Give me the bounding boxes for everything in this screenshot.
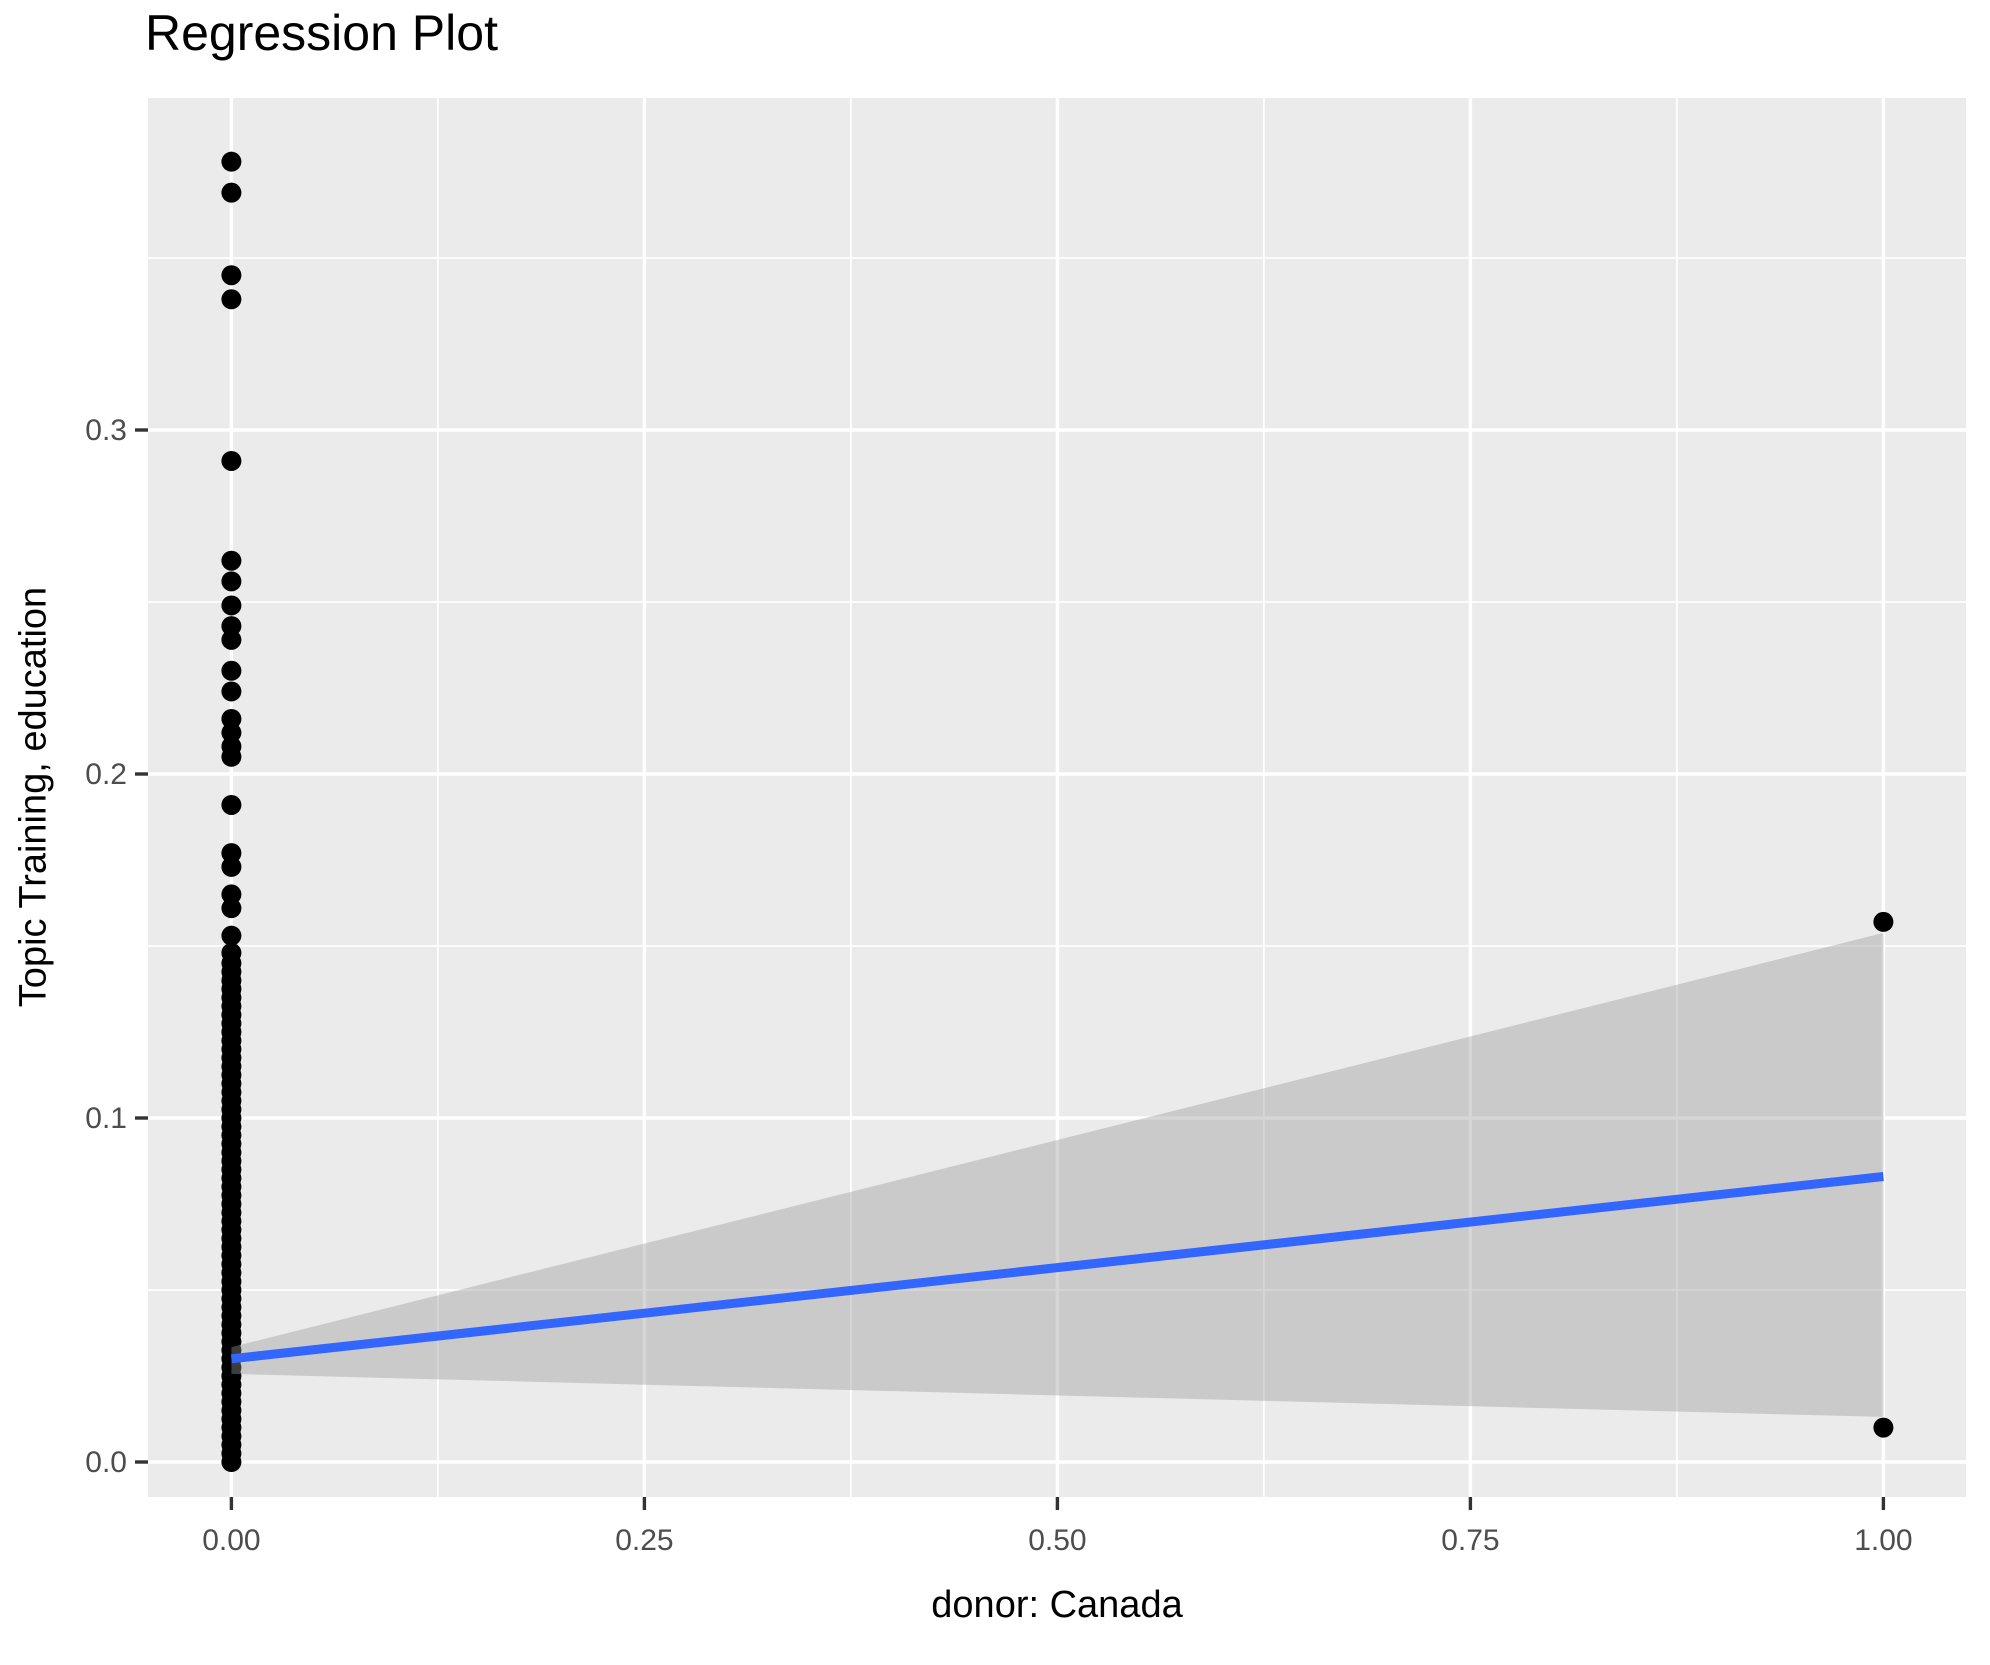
scatter-point bbox=[1873, 1417, 1894, 1438]
regression-line bbox=[230, 1172, 1884, 1364]
scatter-point bbox=[221, 925, 242, 946]
scatter-point bbox=[221, 289, 242, 310]
x-tick-label: 0.00 bbox=[202, 1524, 260, 1557]
scatter-point bbox=[221, 681, 242, 702]
scatter-point bbox=[221, 616, 242, 637]
x-axis-title: donor: Canada bbox=[931, 1584, 1183, 1626]
scatter-point bbox=[221, 856, 242, 877]
scatter-point bbox=[221, 660, 242, 681]
y-tick-label: 0.1 bbox=[85, 1102, 127, 1135]
y-tick-label: 0.2 bbox=[85, 758, 127, 791]
scatter-point bbox=[221, 629, 242, 650]
x-tick-label: 0.25 bbox=[615, 1524, 673, 1557]
scatter-point bbox=[221, 450, 242, 471]
y-tick-label: 0.3 bbox=[85, 414, 127, 447]
scatter-point bbox=[221, 595, 242, 616]
scatter-point bbox=[221, 884, 242, 905]
scatter-point bbox=[221, 151, 242, 172]
plot-title: Regression Plot bbox=[145, 5, 498, 61]
y-tick-label: 0.0 bbox=[85, 1446, 127, 1479]
y-axis-title: Topic Training, education bbox=[12, 586, 55, 1008]
scatter-point bbox=[221, 571, 242, 592]
scatter-point bbox=[221, 746, 242, 767]
scatter-point bbox=[1873, 911, 1894, 932]
scatter-point bbox=[221, 722, 242, 743]
scatter-point bbox=[221, 182, 242, 203]
x-tick-label: 0.50 bbox=[1028, 1524, 1086, 1557]
x-tick-label: 1.00 bbox=[1854, 1524, 1912, 1557]
confidence-ribbon bbox=[231, 932, 1884, 1417]
scatter-point bbox=[221, 265, 242, 286]
scatter-point bbox=[221, 953, 242, 974]
scatter-point bbox=[221, 898, 242, 919]
scatter-point bbox=[221, 843, 242, 864]
scatter-point bbox=[221, 708, 242, 729]
x-tick-label: 0.75 bbox=[1441, 1524, 1499, 1557]
scatter-point bbox=[221, 550, 242, 571]
scatter-point bbox=[221, 794, 242, 815]
